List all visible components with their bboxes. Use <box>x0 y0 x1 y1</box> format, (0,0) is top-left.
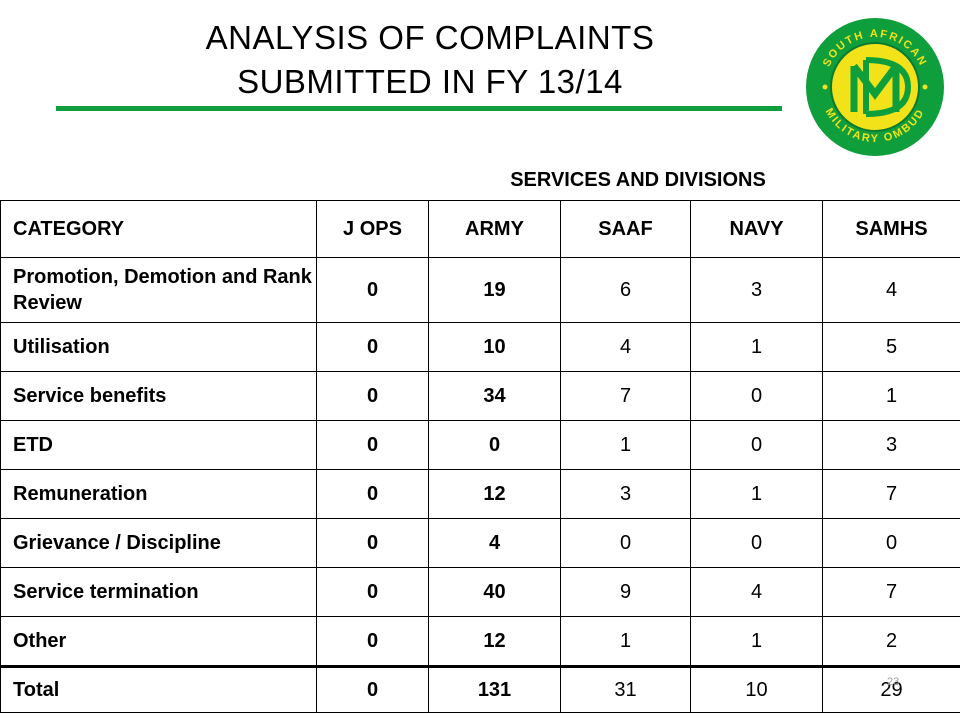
cell-army: 12 <box>428 616 561 667</box>
row-category: Other <box>0 616 317 667</box>
cell-navy: 1 <box>690 469 823 519</box>
cell-saaf: 1 <box>560 616 691 667</box>
cell-saaf: 6 <box>560 257 691 323</box>
title-underline <box>56 106 782 111</box>
row-category: Promotion, Demotion and Rank Review <box>0 257 317 323</box>
column-header-army: ARMY <box>428 200 561 258</box>
table-row: Service termination 0 40 9 4 7 <box>0 567 960 617</box>
row-category: Grievance / Discipline <box>0 518 317 568</box>
cell-samhs: 5 <box>822 322 960 372</box>
table-row: Promotion, Demotion and Rank Review 0 19… <box>0 257 960 323</box>
row-category: Remuneration <box>0 469 317 519</box>
cell-saaf: 4 <box>560 322 691 372</box>
cell-saaf: 1 <box>560 420 691 470</box>
group-header: SERVICES AND DIVISIONS <box>510 169 766 191</box>
cell-navy: 0 <box>690 420 823 470</box>
cell-saaf: 0 <box>560 518 691 568</box>
military-ombud-logo: SOUTH AFRICAN MILITARY OMBUD <box>804 16 946 158</box>
cell-j-ops: 0 <box>316 322 429 372</box>
row-category: Utilisation <box>0 322 317 372</box>
cell-navy: 1 <box>690 616 823 667</box>
total-j-ops: 0 <box>316 665 429 713</box>
cell-saaf: 9 <box>560 567 691 617</box>
table-row: Other 0 12 1 1 2 <box>0 616 960 667</box>
cell-samhs: 0 <box>822 518 960 568</box>
title-line-1: ANALYSIS OF COMPLAINTS <box>205 19 655 56</box>
row-category: ETD <box>0 420 317 470</box>
cell-samhs: 1 <box>822 371 960 421</box>
column-header-saaf: SAAF <box>560 200 691 258</box>
cell-j-ops: 0 <box>316 257 429 323</box>
row-category: Service benefits <box>0 371 317 421</box>
column-header-j-ops: J OPS <box>316 200 429 258</box>
total-saaf: 31 <box>560 665 691 713</box>
cell-navy: 0 <box>690 371 823 421</box>
complaints-table: CATEGORY J OPS ARMY SAAF NAVY SAMHS Prom… <box>0 200 960 713</box>
cell-saaf: 7 <box>560 371 691 421</box>
table-row: ETD 0 0 1 0 3 <box>0 420 960 470</box>
total-navy: 10 <box>690 665 823 713</box>
table-row: Grievance / Discipline 0 4 0 0 0 <box>0 518 960 568</box>
cell-j-ops: 0 <box>316 469 429 519</box>
cell-j-ops: 0 <box>316 518 429 568</box>
cell-samhs: 7 <box>822 567 960 617</box>
table-row: Service benefits 0 34 7 0 1 <box>0 371 960 421</box>
total-army: 131 <box>428 665 561 713</box>
cell-army: 19 <box>428 257 561 323</box>
column-header-category: CATEGORY <box>0 200 317 258</box>
table-row: Utilisation 0 10 4 1 5 <box>0 322 960 372</box>
column-header-navy: NAVY <box>690 200 823 258</box>
cell-samhs: 2 <box>822 616 960 667</box>
cell-navy: 4 <box>690 567 823 617</box>
cell-army: 10 <box>428 322 561 372</box>
cell-army: 34 <box>428 371 561 421</box>
cell-j-ops: 0 <box>316 420 429 470</box>
cell-navy: 0 <box>690 518 823 568</box>
slide-title: ANALYSIS OF COMPLAINTS SUBMITTED IN FY 1… <box>130 16 730 104</box>
cell-saaf: 3 <box>560 469 691 519</box>
total-label: Total <box>0 665 317 713</box>
cell-samhs: 3 <box>822 420 960 470</box>
total-row: Total 0 131 31 10 29 <box>0 665 960 713</box>
cell-army: 4 <box>428 518 561 568</box>
cell-samhs: 7 <box>822 469 960 519</box>
total-samhs: 29 <box>822 665 960 713</box>
cell-samhs: 4 <box>822 257 960 323</box>
cell-army: 12 <box>428 469 561 519</box>
cell-j-ops: 0 <box>316 567 429 617</box>
row-category: Service termination <box>0 567 317 617</box>
page-number: 23 <box>887 676 900 688</box>
column-header-samhs: SAMHS <box>822 200 960 258</box>
cell-navy: 3 <box>690 257 823 323</box>
table-row: Remuneration 0 12 3 1 7 <box>0 469 960 519</box>
title-line-2: SUBMITTED IN FY 13/14 <box>237 63 623 100</box>
cell-army: 0 <box>428 420 561 470</box>
cell-j-ops: 0 <box>316 371 429 421</box>
cell-army: 40 <box>428 567 561 617</box>
military-ombud-emblem-icon: SOUTH AFRICAN MILITARY OMBUD <box>806 18 944 156</box>
table-header-row: CATEGORY J OPS ARMY SAAF NAVY SAMHS <box>0 200 960 258</box>
cell-j-ops: 0 <box>316 616 429 667</box>
cell-navy: 1 <box>690 322 823 372</box>
